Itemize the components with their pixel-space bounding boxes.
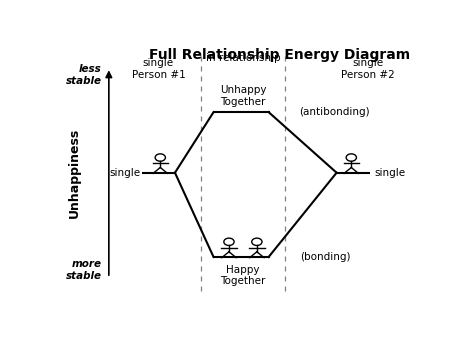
Text: in relationship: in relationship [206,53,280,63]
Text: Full Relationship Energy Diagram: Full Relationship Energy Diagram [149,48,410,62]
Text: Unhappiness: Unhappiness [67,128,81,218]
Text: single
Person #1: single Person #1 [132,58,185,80]
Text: single: single [110,168,141,178]
Text: single: single [374,168,405,178]
Text: more
stable: more stable [65,259,101,281]
Text: single
Person #2: single Person #2 [341,58,395,80]
Text: Happy
Together: Happy Together [220,265,265,287]
Text: (antibonding): (antibonding) [300,107,370,117]
Text: Unhappy
Together: Unhappy Together [219,85,266,107]
Text: less
stable: less stable [65,65,101,86]
Text: (bonding): (bonding) [301,252,351,262]
